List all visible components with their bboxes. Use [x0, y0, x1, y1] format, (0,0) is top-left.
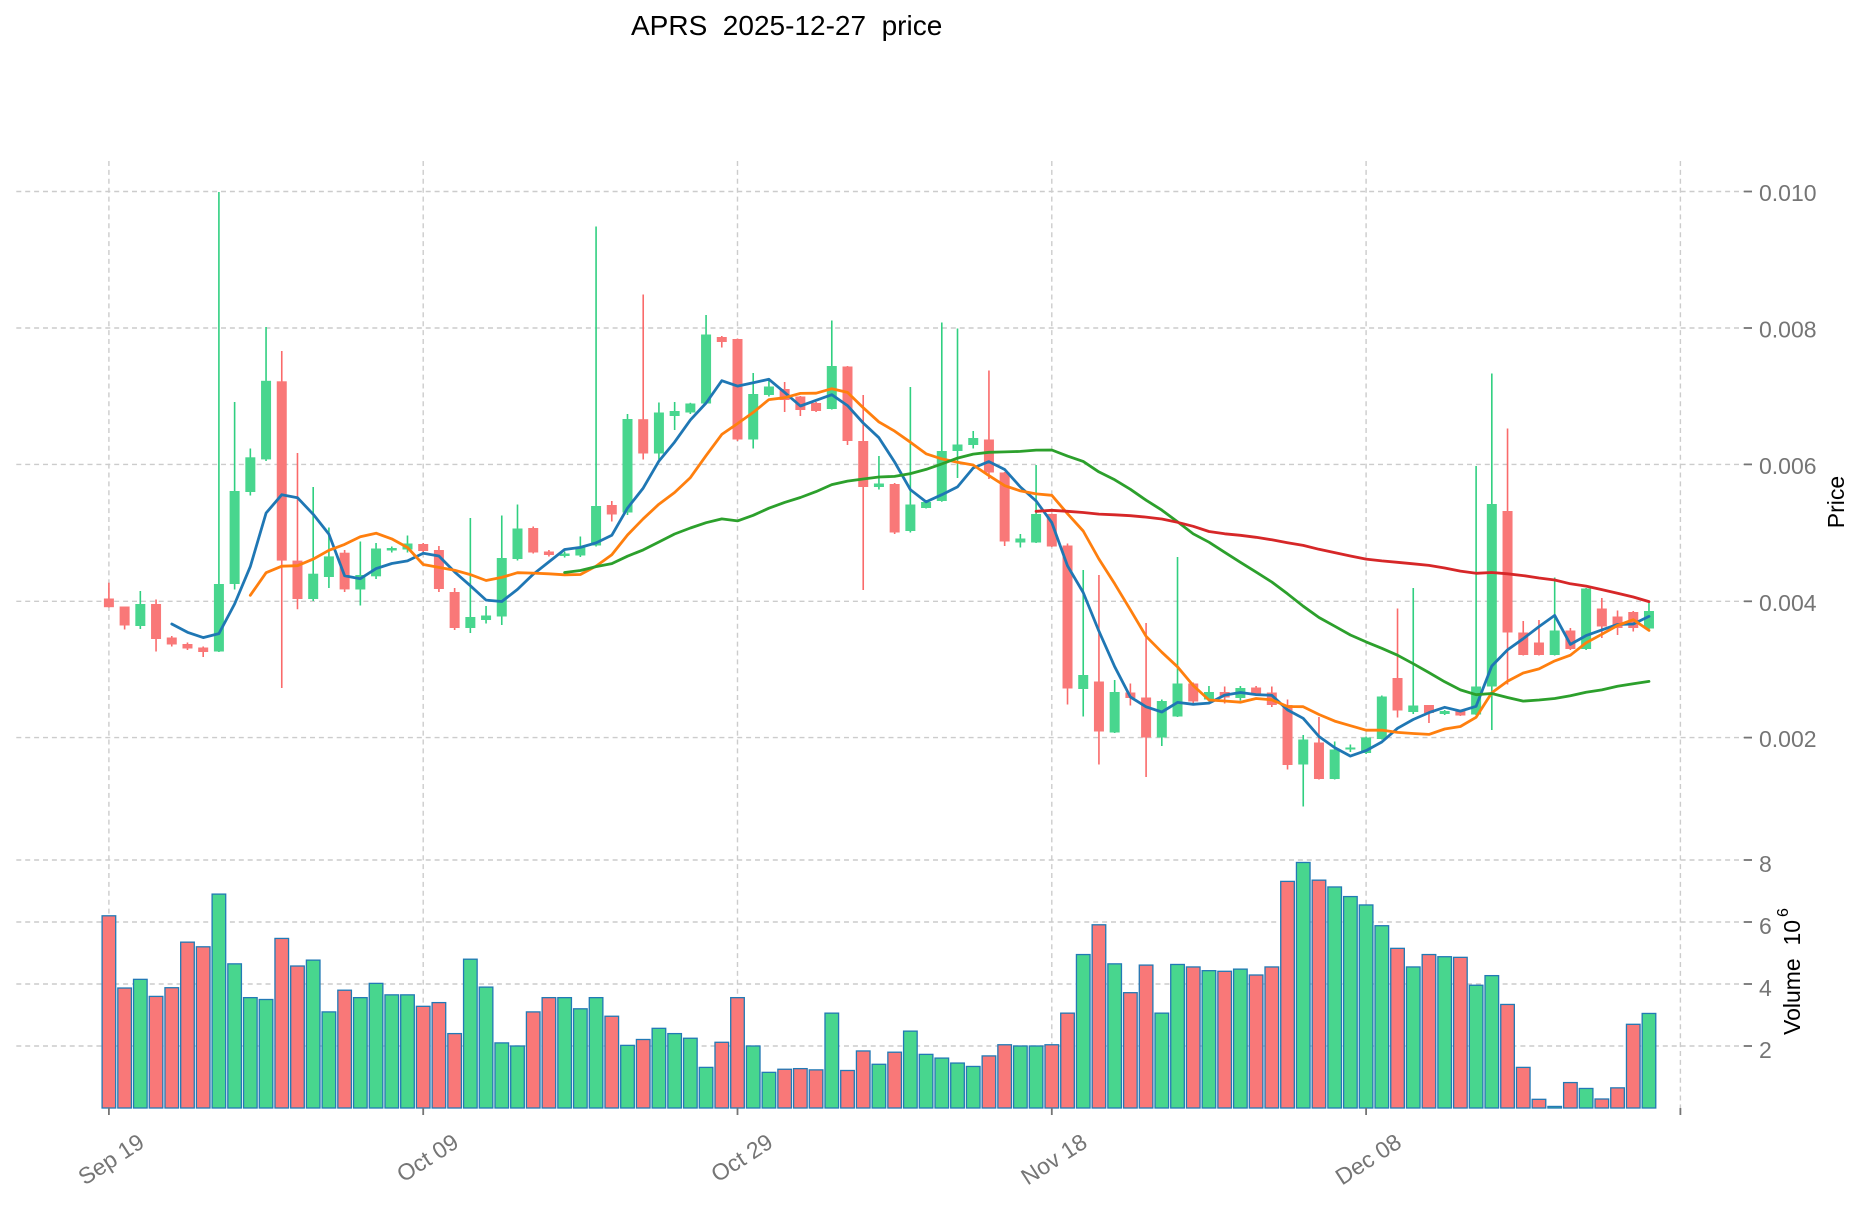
svg-text:0.008: 0.008 [1759, 317, 1817, 343]
svg-text:0.002: 0.002 [1759, 726, 1817, 752]
svg-text:6: 6 [1775, 908, 1792, 917]
svg-text:APRS 2025-12-27 price: APRS 2025-12-27 price [631, 10, 942, 41]
svg-text:2: 2 [1759, 1037, 1772, 1063]
svg-text:0.010: 0.010 [1759, 180, 1817, 206]
svg-text:8: 8 [1759, 851, 1772, 877]
svg-text:4: 4 [1759, 975, 1772, 1001]
svg-text:6: 6 [1759, 913, 1772, 939]
svg-text:Price: Price [1823, 476, 1849, 528]
svg-text:0.006: 0.006 [1759, 453, 1817, 479]
svg-text:0.004: 0.004 [1759, 590, 1817, 616]
svg-text:Volume 10: Volume 10 [1779, 920, 1805, 1035]
